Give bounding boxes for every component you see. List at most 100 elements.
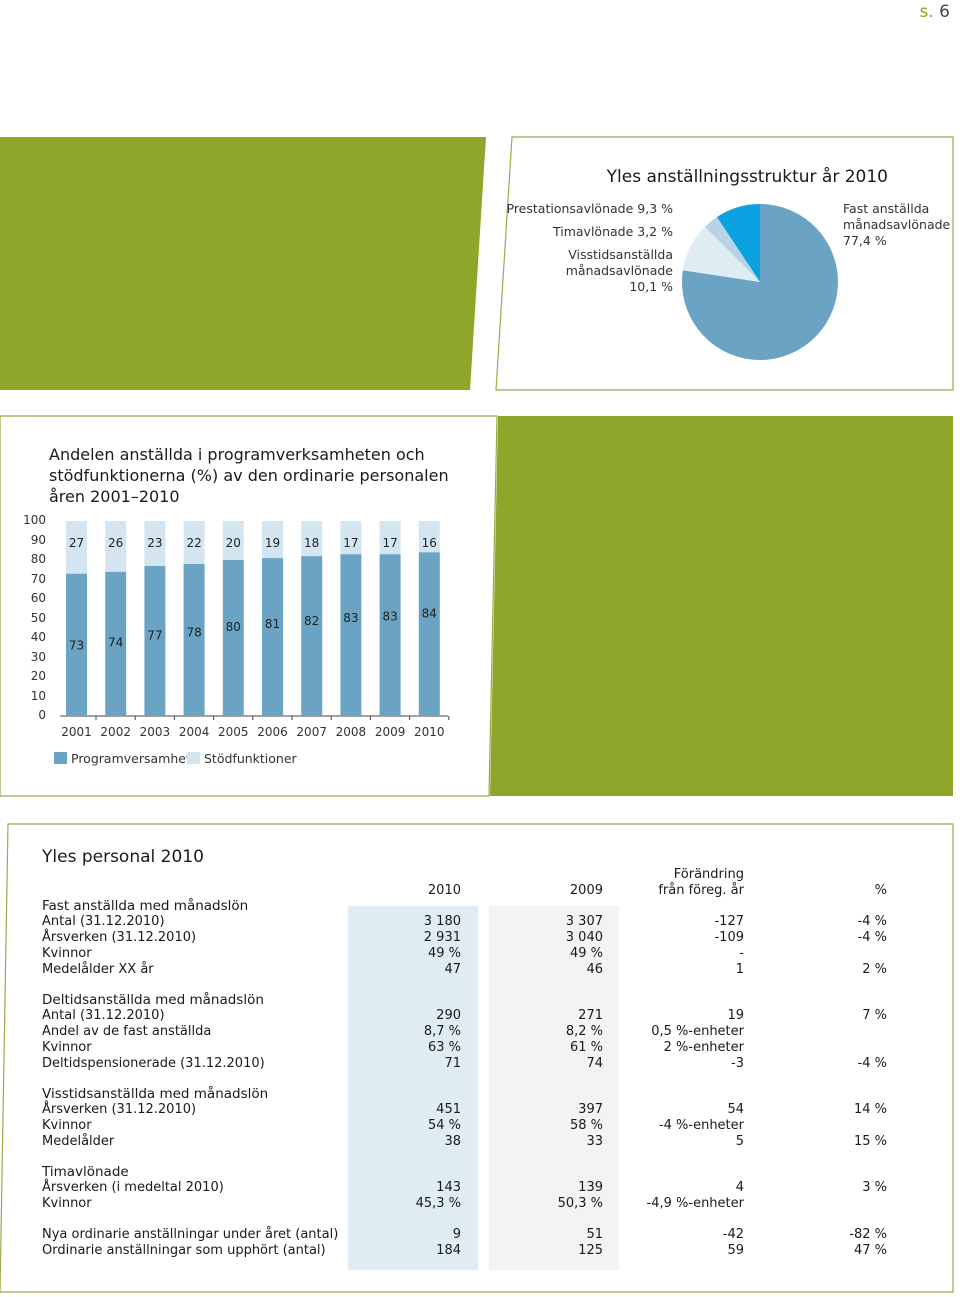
cell-2010: 290	[436, 1008, 461, 1023]
x-tick-label-2008: 2008	[336, 725, 367, 739]
cell-change: 5	[735, 1134, 744, 1149]
cell-change: -4,9 %-enheter	[646, 1196, 744, 1211]
pie-label-visstid-line2: månadsavlönade	[565, 263, 673, 278]
bar-stod-2006	[262, 521, 283, 559]
y-tick-label: 90	[30, 532, 46, 547]
cell-2009: 139	[578, 1180, 603, 1195]
legend-swatch-prog	[54, 752, 67, 764]
bar-label-stod-2002: 26	[108, 536, 123, 550]
cell-pct: 47 %	[853, 1243, 887, 1258]
cell-change: 4	[735, 1180, 744, 1195]
cell-pct: -4 %	[857, 1056, 887, 1071]
cell-change: -109	[714, 930, 744, 945]
bar-label-prog-2010: 84	[422, 606, 437, 620]
y-tick-label: 0	[38, 708, 46, 722]
table-row: Kvinnor 54 % 58 % -4 %-enheter	[0, 1118, 960, 1134]
row-label: Nya ordinarie anställningar under året (…	[42, 1227, 339, 1242]
y-tick-label: 40	[30, 630, 46, 644]
cell-pct: 7 %	[862, 1008, 887, 1023]
cell-pct: -82 %	[849, 1227, 887, 1242]
cell-pct: -4 %	[857, 914, 887, 929]
table-row: Andel av de fast anställda 8,7 % 8,2 % 0,5 …	[0, 1024, 960, 1040]
bar-label-stod-2008: 17	[343, 536, 358, 550]
table-row: Medelålder 38 33 5 15 %	[0, 1134, 960, 1150]
y-tick-label: 20	[30, 669, 46, 683]
bar-label-stod-2007: 18	[304, 536, 319, 550]
x-tick-label-2002: 2002	[100, 725, 131, 739]
bar-stod-2003	[144, 521, 166, 566]
bar-label-stod-2004: 22	[186, 536, 201, 550]
row-label: Kvinnor	[42, 1118, 92, 1133]
bar-prog-2001	[66, 573, 87, 716]
cell-2010: 451	[436, 1102, 461, 1117]
bar-chart-title: Andelen anställda i programverksamheten …	[49, 444, 479, 507]
bar-stod-2002	[105, 521, 127, 572]
column-shade-2009	[489, 906, 619, 1270]
table-section-title: Timavlönade	[42, 1164, 129, 1180]
x-tick-label-2004: 2004	[179, 725, 210, 739]
cell-2009: 61 %	[569, 1040, 603, 1055]
table-row: Ordinarie anställningar som upphört (ant…	[0, 1243, 960, 1259]
bar-stod-2008	[340, 521, 362, 555]
table-row: Medelålder XX år 47 46 1 2 %	[0, 962, 960, 978]
bar-label-stod-2010: 16	[422, 536, 437, 550]
pie-label-visstid-line1: Visstidsanställda	[568, 247, 673, 262]
row-label: Kvinnor	[42, 1040, 92, 1055]
page-number-value: 6	[939, 2, 950, 22]
pie-slice-2	[704, 216, 760, 282]
row-label: Kvinnor	[42, 1196, 92, 1211]
table-section-title: Visstidsanställda med månadslön	[42, 1086, 269, 1102]
bar-prog-2007	[301, 556, 323, 716]
cell-pct: -4 %	[857, 930, 887, 945]
x-tick-label-2001: 2001	[61, 725, 92, 739]
row-label: Årsverken (31.12.2010)	[42, 1102, 197, 1117]
bar-prog-2008	[340, 554, 362, 716]
cell-2009: 50,3 %	[557, 1196, 603, 1211]
pie-label-fast-line2: månadsavlönade	[843, 217, 951, 232]
table-row: Kvinnor 63 % 61 % 2 %-enheter	[0, 1040, 960, 1056]
row-label: Medelålder	[42, 1134, 115, 1149]
bar-title-line1: Andelen anställda i programverksamheten …	[49, 445, 425, 464]
row-label: Kvinnor	[42, 946, 92, 961]
x-tick-label-2005: 2005	[218, 725, 249, 739]
pie-slice-3	[716, 204, 760, 282]
y-tick-label: 50	[30, 610, 46, 625]
cell-2009: 33	[586, 1134, 603, 1149]
cell-2009: 49 %	[569, 946, 603, 961]
cell-2010: 54 %	[427, 1118, 461, 1133]
cell-change: 59	[727, 1243, 744, 1258]
cell-2009: 271	[578, 1008, 603, 1023]
table-row: Kvinnor 49 % 49 % -	[0, 946, 960, 962]
row-label: Andel av de fast anställda	[42, 1024, 212, 1039]
table-title: Yles personal 2010	[42, 847, 204, 867]
cell-2009: 46	[586, 962, 603, 977]
cell-2009: 3 307	[565, 914, 603, 929]
bar-label-prog-2007: 82	[304, 614, 319, 628]
pie-label-fast-line3: 77,4 %	[843, 233, 887, 248]
green-block-right	[490, 416, 953, 796]
cell-2009: 397	[578, 1102, 603, 1117]
cell-2010: 143	[436, 1180, 461, 1195]
bar-stod-2001	[66, 521, 87, 574]
cell-change: -42	[722, 1227, 744, 1242]
cell-2010: 3 180	[423, 914, 461, 929]
table-row: Årsverken (31.12.2010) 451 397 54 14 %	[0, 1102, 960, 1118]
bar-stod-2004	[183, 521, 205, 564]
table-row: Antal (31.12.2010) 290 271 19 7 %	[0, 1008, 960, 1024]
column-shade-2010	[348, 906, 478, 1270]
cell-change: 1	[735, 962, 744, 977]
bar-stod-2005	[222, 521, 244, 560]
cell-2009: 51	[586, 1227, 603, 1242]
x-tick-label-2007: 2007	[296, 725, 327, 739]
bar-title-line3: åren 2001–2010	[49, 487, 180, 506]
pie-label-tim: Timavlönade 3,2 %	[553, 224, 673, 239]
cell-change: -4 %-enheter	[658, 1118, 744, 1133]
table-section-title: Fast anställda med månadslön	[42, 898, 249, 914]
bar-prog-2002	[105, 571, 127, 716]
cell-change: 54	[727, 1102, 744, 1117]
table-row: Årsverken (31.12.2010) 2 931 3 040 -109 -4 %	[0, 930, 960, 946]
bar-label-stod-2005: 20	[226, 536, 241, 550]
pie-chart	[682, 204, 838, 360]
table-row: Nya ordinarie anställningar under året (…	[0, 1227, 960, 1243]
pie-label-fast: Fast anställda månadsavlönade 77,4 %	[843, 201, 953, 249]
